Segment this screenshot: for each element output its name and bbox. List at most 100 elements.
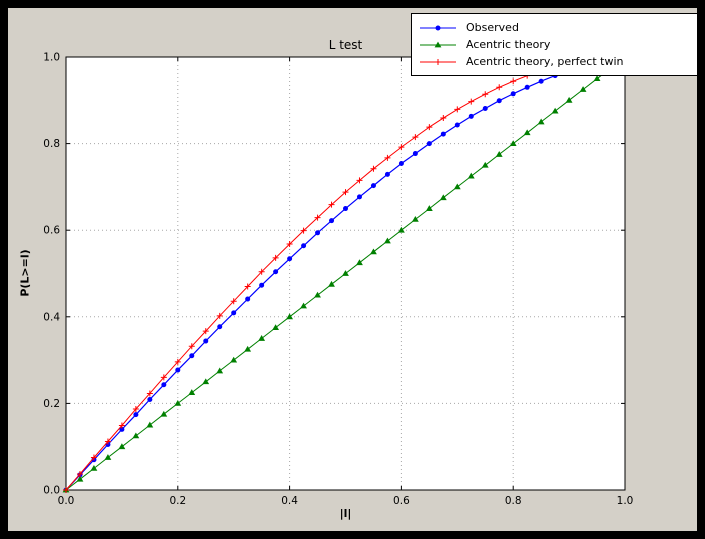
marker-circle	[231, 310, 237, 316]
marker-plus	[63, 487, 69, 493]
marker-triangle	[202, 378, 210, 385]
marker-plus	[314, 214, 321, 221]
marker-circle	[315, 230, 321, 236]
marker-circle	[301, 243, 307, 249]
marker-plus	[132, 406, 139, 413]
marker-circle	[259, 282, 265, 288]
marker-triangle	[328, 280, 335, 287]
marker-triangle	[174, 400, 182, 406]
marker-plus	[454, 106, 461, 113]
marker-triangle	[272, 324, 280, 331]
marker-plus	[216, 312, 223, 319]
y-axis-label: P(L>=l)	[18, 249, 32, 297]
marker-triangle	[258, 335, 266, 341]
x-tick-label: 0.2	[169, 495, 186, 507]
marker-plus	[104, 438, 111, 445]
marker-plus	[384, 154, 391, 161]
marker-triangle	[300, 302, 307, 309]
marker-triangle	[565, 96, 573, 103]
marker-plus	[258, 268, 265, 275]
marker-plus	[244, 283, 251, 290]
marker-triangle	[551, 107, 559, 114]
marker-triangle	[439, 194, 447, 201]
marker-circle	[454, 122, 460, 128]
series-line-0	[65, 75, 556, 491]
marker-triangle	[370, 248, 377, 255]
legend-label: Acentric theory, perfect twin	[466, 55, 624, 68]
legend-label: Acentric theory	[466, 38, 551, 51]
marker-triangle	[188, 389, 196, 395]
y-tick-label: 0.8	[43, 138, 60, 150]
marker-triangle	[467, 172, 475, 179]
marker-triangle	[579, 86, 587, 92]
marker-triangle	[481, 161, 489, 168]
marker-plus	[370, 165, 377, 172]
marker-plus	[398, 144, 405, 151]
marker-plus	[482, 91, 489, 98]
marker-circle	[217, 324, 223, 330]
x-tick-label: 0.4	[281, 495, 298, 507]
marker-circle	[370, 183, 376, 189]
marker-triangle	[509, 140, 517, 146]
marker-plus	[202, 328, 209, 335]
legend-item-perfect-twin: Acentric theory, perfect twin	[418, 53, 689, 70]
legend-line-acentric-theory	[420, 41, 456, 47]
legend-item-acentric-theory: Acentric theory	[418, 36, 689, 53]
marker-triangle	[453, 183, 461, 190]
marker-triangle	[216, 367, 224, 374]
marker-circle	[119, 426, 125, 432]
marker-triangle	[356, 259, 363, 266]
marker-triangle	[523, 129, 531, 136]
x-tick-label: 0.0	[58, 495, 75, 507]
marker-plus	[90, 454, 97, 461]
marker-circle	[440, 131, 446, 137]
marker-circle	[426, 141, 432, 147]
marker-triangle	[244, 345, 252, 352]
marker-circle	[435, 25, 441, 30]
marker-triangle	[230, 356, 238, 363]
y-tick-label: 0.6	[43, 225, 60, 237]
legend-line-observed	[420, 25, 456, 30]
marker-triangle	[104, 454, 112, 460]
chart-title: L test	[328, 38, 363, 52]
marker-plus	[76, 470, 83, 477]
marker-circle	[189, 353, 195, 359]
marker-circle	[538, 78, 544, 84]
marker-plus	[328, 201, 335, 208]
marker-circle	[482, 106, 488, 112]
marker-plus	[510, 78, 517, 85]
marker-circle	[468, 113, 474, 119]
marker-circle	[273, 269, 279, 275]
legend-item-observed: Observed	[418, 19, 689, 36]
y-tick-label: 0.2	[43, 398, 60, 410]
marker-plus	[412, 134, 419, 141]
marker-triangle	[76, 475, 84, 482]
marker-circle	[343, 206, 348, 212]
legend: Observed Acentric theory Acentric theory…	[411, 13, 698, 76]
marker-circle	[287, 256, 293, 262]
marker-circle	[398, 161, 404, 167]
marker-circle	[203, 338, 209, 344]
marker-plus	[174, 358, 181, 365]
marker-plus	[118, 422, 125, 429]
marker-plus	[188, 343, 195, 350]
marker-circle	[496, 98, 502, 104]
marker-triangle	[90, 464, 98, 471]
marker-plus	[272, 254, 279, 261]
y-tick-label: 0.0	[43, 485, 60, 497]
marker-circle	[329, 218, 335, 224]
y-tick-label: 1.0	[43, 52, 60, 64]
legend-label: Observed	[466, 21, 519, 34]
marker-plus	[146, 390, 153, 397]
marker-triangle	[286, 313, 293, 320]
x-axis-label: |l|	[339, 507, 352, 520]
marker-plus	[342, 189, 349, 196]
marker-triangle	[593, 75, 601, 82]
marker-plus	[286, 241, 293, 248]
marker-circle	[510, 91, 516, 97]
marker-circle	[524, 84, 530, 90]
marker-triangle	[342, 270, 349, 276]
marker-plus	[468, 98, 475, 105]
